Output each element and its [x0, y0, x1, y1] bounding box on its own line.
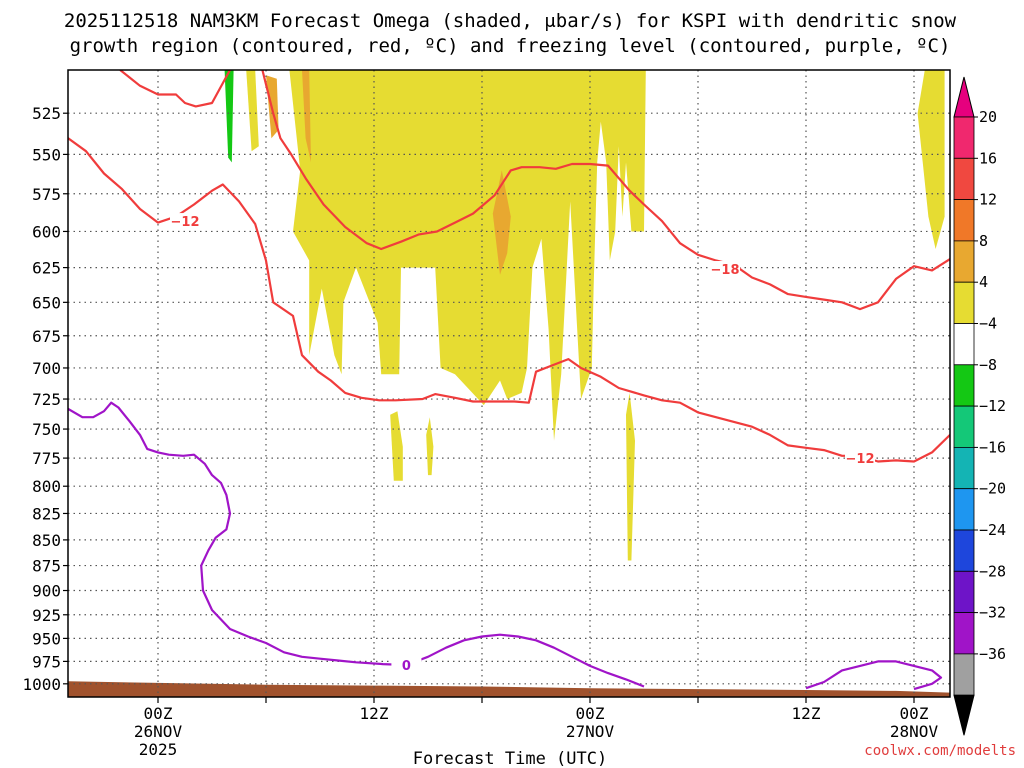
colorbar-swatch	[953, 446, 975, 490]
x-tick-label: 12Z	[792, 704, 821, 723]
contour-label: −12	[171, 215, 200, 230]
y-tick-label: 575	[32, 185, 61, 204]
plot-frame	[67, 69, 951, 698]
colorbar-label: −12	[979, 397, 1006, 415]
chart-title-line1: 2025112518 NAM3KM Forecast Omega (shaded…	[64, 10, 957, 32]
colorbar-label: −8	[979, 356, 997, 374]
colorbar-bottom-cap	[953, 694, 975, 736]
y-tick-label: 625	[32, 259, 61, 278]
contour-label-bg	[170, 213, 200, 230]
colorbar-swatch	[953, 364, 975, 407]
contour-label-bg	[710, 261, 740, 278]
colorbar-label: 4	[979, 273, 988, 291]
y-tick-label: 900	[32, 582, 61, 601]
colorbar-swatch	[953, 488, 975, 531]
omega-shade-region	[917, 70, 945, 249]
y-tick-label: 550	[32, 145, 61, 164]
y-tick-label: 675	[32, 327, 61, 346]
omega-shade-region	[246, 70, 259, 152]
y-tick-label: 1000	[22, 675, 61, 694]
contour-dgz-bottom	[119, 70, 231, 108]
colorbar-swatch	[953, 405, 975, 448]
colorbar-swatch	[953, 570, 975, 613]
colorbar-label: −24	[979, 521, 1006, 539]
y-tick-label: 825	[32, 504, 61, 523]
colorbar-label: −4	[979, 315, 997, 333]
y-tick-label: 950	[32, 629, 61, 648]
colorbar-swatch	[953, 653, 975, 696]
y-tick-label: 875	[32, 557, 61, 576]
omega-shade-region	[492, 170, 511, 275]
colorbar-label: −32	[979, 604, 1006, 622]
plot-area: −12 −18 −12 0	[67, 69, 951, 698]
omega-shade-region	[302, 70, 311, 163]
colorbar-swatch	[953, 157, 975, 201]
omega-shade-region	[224, 70, 234, 163]
x-tick-label: 00Z	[900, 704, 929, 723]
y-tick-label: 650	[32, 293, 61, 312]
y-tick-label: 800	[32, 477, 61, 496]
contour-label: −18	[711, 263, 740, 278]
colorbar-label: −16	[979, 438, 1006, 456]
y-tick-label: 850	[32, 531, 61, 550]
y-tick-label: 525	[32, 104, 61, 123]
colorbar-swatch	[953, 199, 975, 242]
x-tick-label: 00Z	[576, 704, 605, 723]
y-tick-label: 775	[32, 449, 61, 468]
contour-label: −12	[846, 452, 875, 467]
colorbar-swatch	[953, 116, 975, 159]
x-tick-label: 27NOV	[566, 722, 615, 741]
colorbar-top-cap	[953, 76, 975, 118]
omega-shade-region	[426, 417, 434, 476]
x-axis-title: Forecast Time (UTC)	[413, 749, 607, 768]
y-tick-label: 975	[32, 652, 61, 671]
colorbar-label: 12	[979, 191, 997, 209]
y-tick-label: 750	[32, 420, 61, 439]
colorbar: 20 16 12 8 4 −4 −8 −12 −16 −20 −24 −28 −32 −36	[953, 76, 1006, 736]
colorbar-label: 8	[979, 232, 988, 250]
x-tick-label: 12Z	[360, 704, 389, 723]
colorbar-label: −28	[979, 562, 1006, 580]
contour-freezing-level	[68, 401, 645, 688]
x-tick-label: 00Z	[144, 704, 173, 723]
y-tick-label: 700	[32, 359, 61, 378]
y-axis: 525 550 575 600 625 650 675 700 725 750 775 800 825 8…	[22, 104, 68, 694]
colorbar-label: −36	[979, 645, 1006, 663]
contour-label: 0	[402, 659, 411, 674]
colorbar-swatch	[953, 612, 975, 655]
x-tick-label: 2025	[139, 740, 178, 759]
contour-dgz-upper	[261, 70, 950, 311]
colorbar-label: 16	[979, 149, 997, 167]
contour-label-bg	[391, 657, 422, 674]
chart-title-line2: growth region (contoured, red, ºC) and f…	[70, 35, 951, 57]
terrain-fill	[68, 681, 950, 697]
colorbar-label: −20	[979, 480, 1006, 498]
colorbar-swatch	[953, 240, 975, 283]
contour-dgz-top	[68, 137, 950, 463]
contour-freezing-level-east	[805, 660, 943, 691]
omega-shade-region	[626, 392, 635, 561]
colorbar-swatch	[953, 281, 975, 324]
colorbar-label: 20	[979, 108, 997, 126]
x-tick-label: 26NOV	[134, 722, 183, 741]
colorbar-swatch	[953, 323, 975, 366]
contour-label-bg	[845, 450, 875, 467]
omega-shade-region	[262, 70, 646, 441]
credit-link[interactable]: coolwx.com/modelts	[864, 743, 1016, 759]
x-tick-label: 28NOV	[890, 722, 939, 741]
colorbar-swatch	[953, 529, 975, 572]
y-tick-label: 725	[32, 390, 61, 409]
y-tick-label: 600	[32, 222, 61, 241]
y-tick-label: 925	[32, 606, 61, 625]
